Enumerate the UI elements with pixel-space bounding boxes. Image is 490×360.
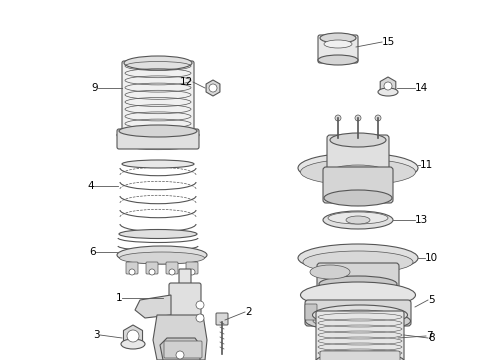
Ellipse shape xyxy=(124,56,192,70)
Circle shape xyxy=(355,115,361,121)
Ellipse shape xyxy=(303,251,413,273)
Polygon shape xyxy=(135,295,171,318)
FancyBboxPatch shape xyxy=(316,311,404,360)
Ellipse shape xyxy=(328,212,388,224)
Ellipse shape xyxy=(316,352,404,360)
Ellipse shape xyxy=(319,276,397,292)
Text: 15: 15 xyxy=(382,37,395,47)
Ellipse shape xyxy=(310,265,350,279)
Text: 7: 7 xyxy=(426,331,433,341)
Ellipse shape xyxy=(305,311,411,331)
Circle shape xyxy=(127,330,139,342)
FancyBboxPatch shape xyxy=(327,135,389,175)
Ellipse shape xyxy=(330,354,386,360)
Ellipse shape xyxy=(117,246,207,264)
FancyBboxPatch shape xyxy=(216,313,228,325)
Text: 9: 9 xyxy=(91,83,98,93)
FancyBboxPatch shape xyxy=(317,263,399,289)
Text: 13: 13 xyxy=(415,215,428,225)
Ellipse shape xyxy=(320,310,400,324)
Circle shape xyxy=(169,269,175,275)
Circle shape xyxy=(335,115,341,121)
FancyBboxPatch shape xyxy=(305,304,317,320)
Circle shape xyxy=(129,269,135,275)
Ellipse shape xyxy=(122,160,194,168)
Ellipse shape xyxy=(318,55,358,65)
Circle shape xyxy=(384,82,392,90)
FancyBboxPatch shape xyxy=(186,262,198,274)
Circle shape xyxy=(189,269,195,275)
Ellipse shape xyxy=(318,321,398,339)
FancyBboxPatch shape xyxy=(122,61,194,140)
Circle shape xyxy=(149,269,155,275)
Ellipse shape xyxy=(322,348,394,360)
Ellipse shape xyxy=(117,128,199,142)
Text: 2: 2 xyxy=(245,307,252,317)
Text: 8: 8 xyxy=(428,333,435,343)
Ellipse shape xyxy=(300,159,416,185)
Ellipse shape xyxy=(298,153,418,183)
Text: 14: 14 xyxy=(415,83,428,93)
Ellipse shape xyxy=(300,282,416,308)
FancyBboxPatch shape xyxy=(126,262,138,274)
Ellipse shape xyxy=(330,133,386,147)
FancyBboxPatch shape xyxy=(318,35,358,63)
Circle shape xyxy=(196,314,204,322)
FancyBboxPatch shape xyxy=(305,300,411,326)
Ellipse shape xyxy=(324,190,392,206)
Text: 10: 10 xyxy=(425,253,438,263)
Ellipse shape xyxy=(120,252,204,264)
Text: 5: 5 xyxy=(428,295,435,305)
FancyBboxPatch shape xyxy=(146,262,158,274)
FancyBboxPatch shape xyxy=(321,334,395,360)
FancyBboxPatch shape xyxy=(323,167,393,203)
Text: 6: 6 xyxy=(89,247,96,257)
FancyBboxPatch shape xyxy=(169,283,201,322)
Ellipse shape xyxy=(121,339,145,349)
Polygon shape xyxy=(153,315,207,360)
Ellipse shape xyxy=(320,33,356,43)
Text: 12: 12 xyxy=(180,77,193,87)
Ellipse shape xyxy=(313,314,403,328)
Polygon shape xyxy=(160,338,200,360)
Ellipse shape xyxy=(346,216,370,224)
Text: 1: 1 xyxy=(115,293,122,303)
Ellipse shape xyxy=(119,125,197,137)
FancyBboxPatch shape xyxy=(179,269,191,316)
FancyBboxPatch shape xyxy=(117,129,199,149)
Circle shape xyxy=(196,301,204,309)
Ellipse shape xyxy=(313,305,408,325)
Ellipse shape xyxy=(323,211,393,229)
Ellipse shape xyxy=(324,40,352,48)
Ellipse shape xyxy=(119,230,197,239)
Circle shape xyxy=(209,84,217,92)
Text: 3: 3 xyxy=(94,330,100,340)
FancyBboxPatch shape xyxy=(166,262,178,274)
FancyBboxPatch shape xyxy=(164,341,202,358)
Ellipse shape xyxy=(298,244,418,272)
Ellipse shape xyxy=(330,165,386,179)
Circle shape xyxy=(176,351,184,359)
Text: 11: 11 xyxy=(420,160,433,170)
Circle shape xyxy=(375,115,381,121)
Ellipse shape xyxy=(378,88,398,96)
Text: 4: 4 xyxy=(87,181,94,191)
FancyBboxPatch shape xyxy=(320,351,400,360)
